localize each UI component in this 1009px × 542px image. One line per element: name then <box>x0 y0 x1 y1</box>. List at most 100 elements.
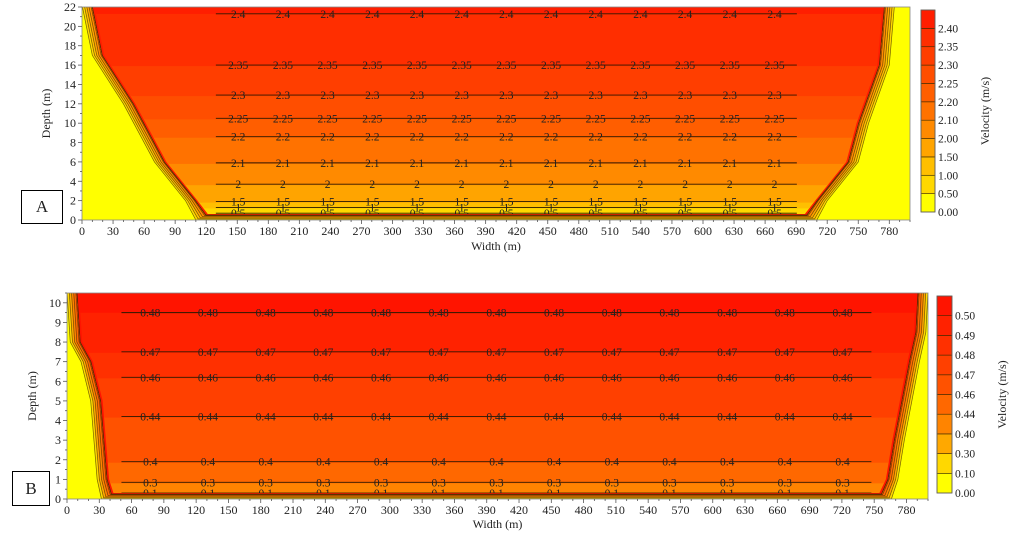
contour-label: 1.5 <box>320 197 335 209</box>
contour-label: 1 <box>459 202 465 214</box>
contour-label: 0.46 <box>833 372 853 384</box>
x-tick-label: 270 <box>349 503 367 517</box>
contour-label: 2.4 <box>723 9 738 21</box>
colorbar-label: Velocity (m/s) <box>978 77 992 145</box>
contour-label: 2 <box>235 179 241 191</box>
contour-label: 0.46 <box>602 372 622 384</box>
x-tick-label: 390 <box>477 224 495 238</box>
contour-label: 2 <box>369 179 375 191</box>
contour-label: 2.2 <box>499 132 514 144</box>
colorbar-tick-label: 0.30 <box>955 449 975 461</box>
contour-label: 2 <box>548 179 554 191</box>
x-tick-label: 30 <box>107 224 119 238</box>
contour-label: 2.35 <box>273 60 293 72</box>
contour-label: 0.1 <box>835 488 850 500</box>
x-tick-label: 210 <box>290 224 308 238</box>
contour-label: 0.44 <box>659 412 679 424</box>
contour-label: 2.2 <box>544 132 559 144</box>
x-tick-label: 510 <box>607 503 625 517</box>
contour-label: 0.4 <box>374 457 389 469</box>
contour-label: 0.3 <box>662 477 677 489</box>
contour-label: 0.4 <box>316 457 331 469</box>
contour-label: 2.2 <box>723 132 738 144</box>
colorbar-swatch <box>920 9 936 29</box>
colorbar-swatch <box>920 101 936 121</box>
contour-label: 0.47 <box>544 347 564 359</box>
y-tick-label: 2 <box>55 453 61 467</box>
x-tick-label: 60 <box>138 224 150 238</box>
contour-label: 2.25 <box>720 113 740 125</box>
x-axis: 0 30 60 90 120 150 180 210 240 270 300 330 360 390 420… <box>79 220 911 253</box>
colorbar-tick-label: 0.50 <box>938 189 958 201</box>
contour-label: 0.44 <box>371 412 391 424</box>
contour-label: 2 <box>772 179 778 191</box>
contour-label: 2.4 <box>499 9 514 21</box>
contour-label: 1 <box>369 202 375 214</box>
x-tick-label: 780 <box>897 503 915 517</box>
x-tick-label: 300 <box>381 503 399 517</box>
x-tick-label: 480 <box>575 503 593 517</box>
contour-label: 2.3 <box>767 90 782 102</box>
contour-label: 0.1 <box>143 488 158 500</box>
x-tick-label: 570 <box>663 224 681 238</box>
contour-label: 0.44 <box>198 412 218 424</box>
contour-label: 0.47 <box>659 347 679 359</box>
contour-label: 2 <box>593 179 599 191</box>
contour-label: 1.5 <box>633 197 648 209</box>
x-tick-label: 90 <box>169 224 181 238</box>
x-tick-label: 0 <box>79 224 85 238</box>
y-tick-label: 5 <box>55 394 61 408</box>
contour-label: 2.35 <box>630 60 650 72</box>
contour-label: 2.2 <box>633 132 648 144</box>
y-tick-label: 20 <box>64 19 76 33</box>
x-tick-label: 750 <box>849 224 867 238</box>
contour-label: 0.1 <box>201 488 216 500</box>
colorbar-tick-label: 0.47 <box>955 370 975 382</box>
colorbar-tick-label: 0.50 <box>955 311 975 323</box>
colorbar-swatch <box>936 295 953 317</box>
contour-label: 2.4 <box>320 9 335 21</box>
contour-label: 0.46 <box>313 372 333 384</box>
y-tick-label: 12 <box>64 97 76 111</box>
contour-label: 2 <box>638 179 644 191</box>
contour-label: 0.44 <box>256 412 276 424</box>
contour-label: 2.25 <box>273 113 293 125</box>
contour-label: 2.35 <box>675 60 695 72</box>
contour-label: 1.5 <box>723 197 738 209</box>
x-tick-label: 90 <box>158 503 170 517</box>
contour-label: 2.25 <box>407 113 427 125</box>
x-tick-label: 420 <box>510 503 528 517</box>
contour-label: 2.25 <box>318 113 338 125</box>
x-axis-label: Width (m) <box>473 517 523 531</box>
contour-label: 0.4 <box>605 457 620 469</box>
y-tick-label: 6 <box>55 374 61 388</box>
x-tick-label: 630 <box>736 503 754 517</box>
contour-label: 0.47 <box>198 347 218 359</box>
colorbar-tick-label: 2.10 <box>938 115 958 127</box>
contour-label: 0.47 <box>717 347 737 359</box>
x-tick-label: 330 <box>415 224 433 238</box>
contour-label: 1 <box>593 202 599 214</box>
y-axis: 0 2 4 6 8 10 12 14 16 18 20 22 Depth (m) <box>39 0 82 227</box>
colorbar-swatch <box>936 335 953 356</box>
contour-label: 2.35 <box>452 60 472 72</box>
x-tick-label: 150 <box>228 224 246 238</box>
contour-label: 1 <box>727 202 733 214</box>
contour-label: 0.1 <box>720 488 735 500</box>
contour-label: 2 <box>325 179 331 191</box>
y-tick-label: 8 <box>55 335 61 349</box>
contour-label: 0.48 <box>659 308 679 320</box>
contour-label: 2.4 <box>544 9 559 21</box>
x-tick-label: 30 <box>93 503 105 517</box>
contour-label: 0.5 <box>767 208 782 220</box>
y-tick-label: 8 <box>70 136 76 150</box>
contour-label: 0.47 <box>313 347 333 359</box>
contour-label: 0.1 <box>778 488 793 500</box>
contour-label: 0.5 <box>723 208 738 220</box>
x-tick-label: 270 <box>352 224 370 238</box>
contour-label: 1.5 <box>410 197 425 209</box>
x-axis: 0 30 60 90 120 150 180 210 240 270 300 330 360 390 420… <box>64 499 929 531</box>
colorbar-tick-label: 0.46 <box>955 390 975 402</box>
contour-label: 2.35 <box>407 60 427 72</box>
x-tick-label: 720 <box>818 224 836 238</box>
